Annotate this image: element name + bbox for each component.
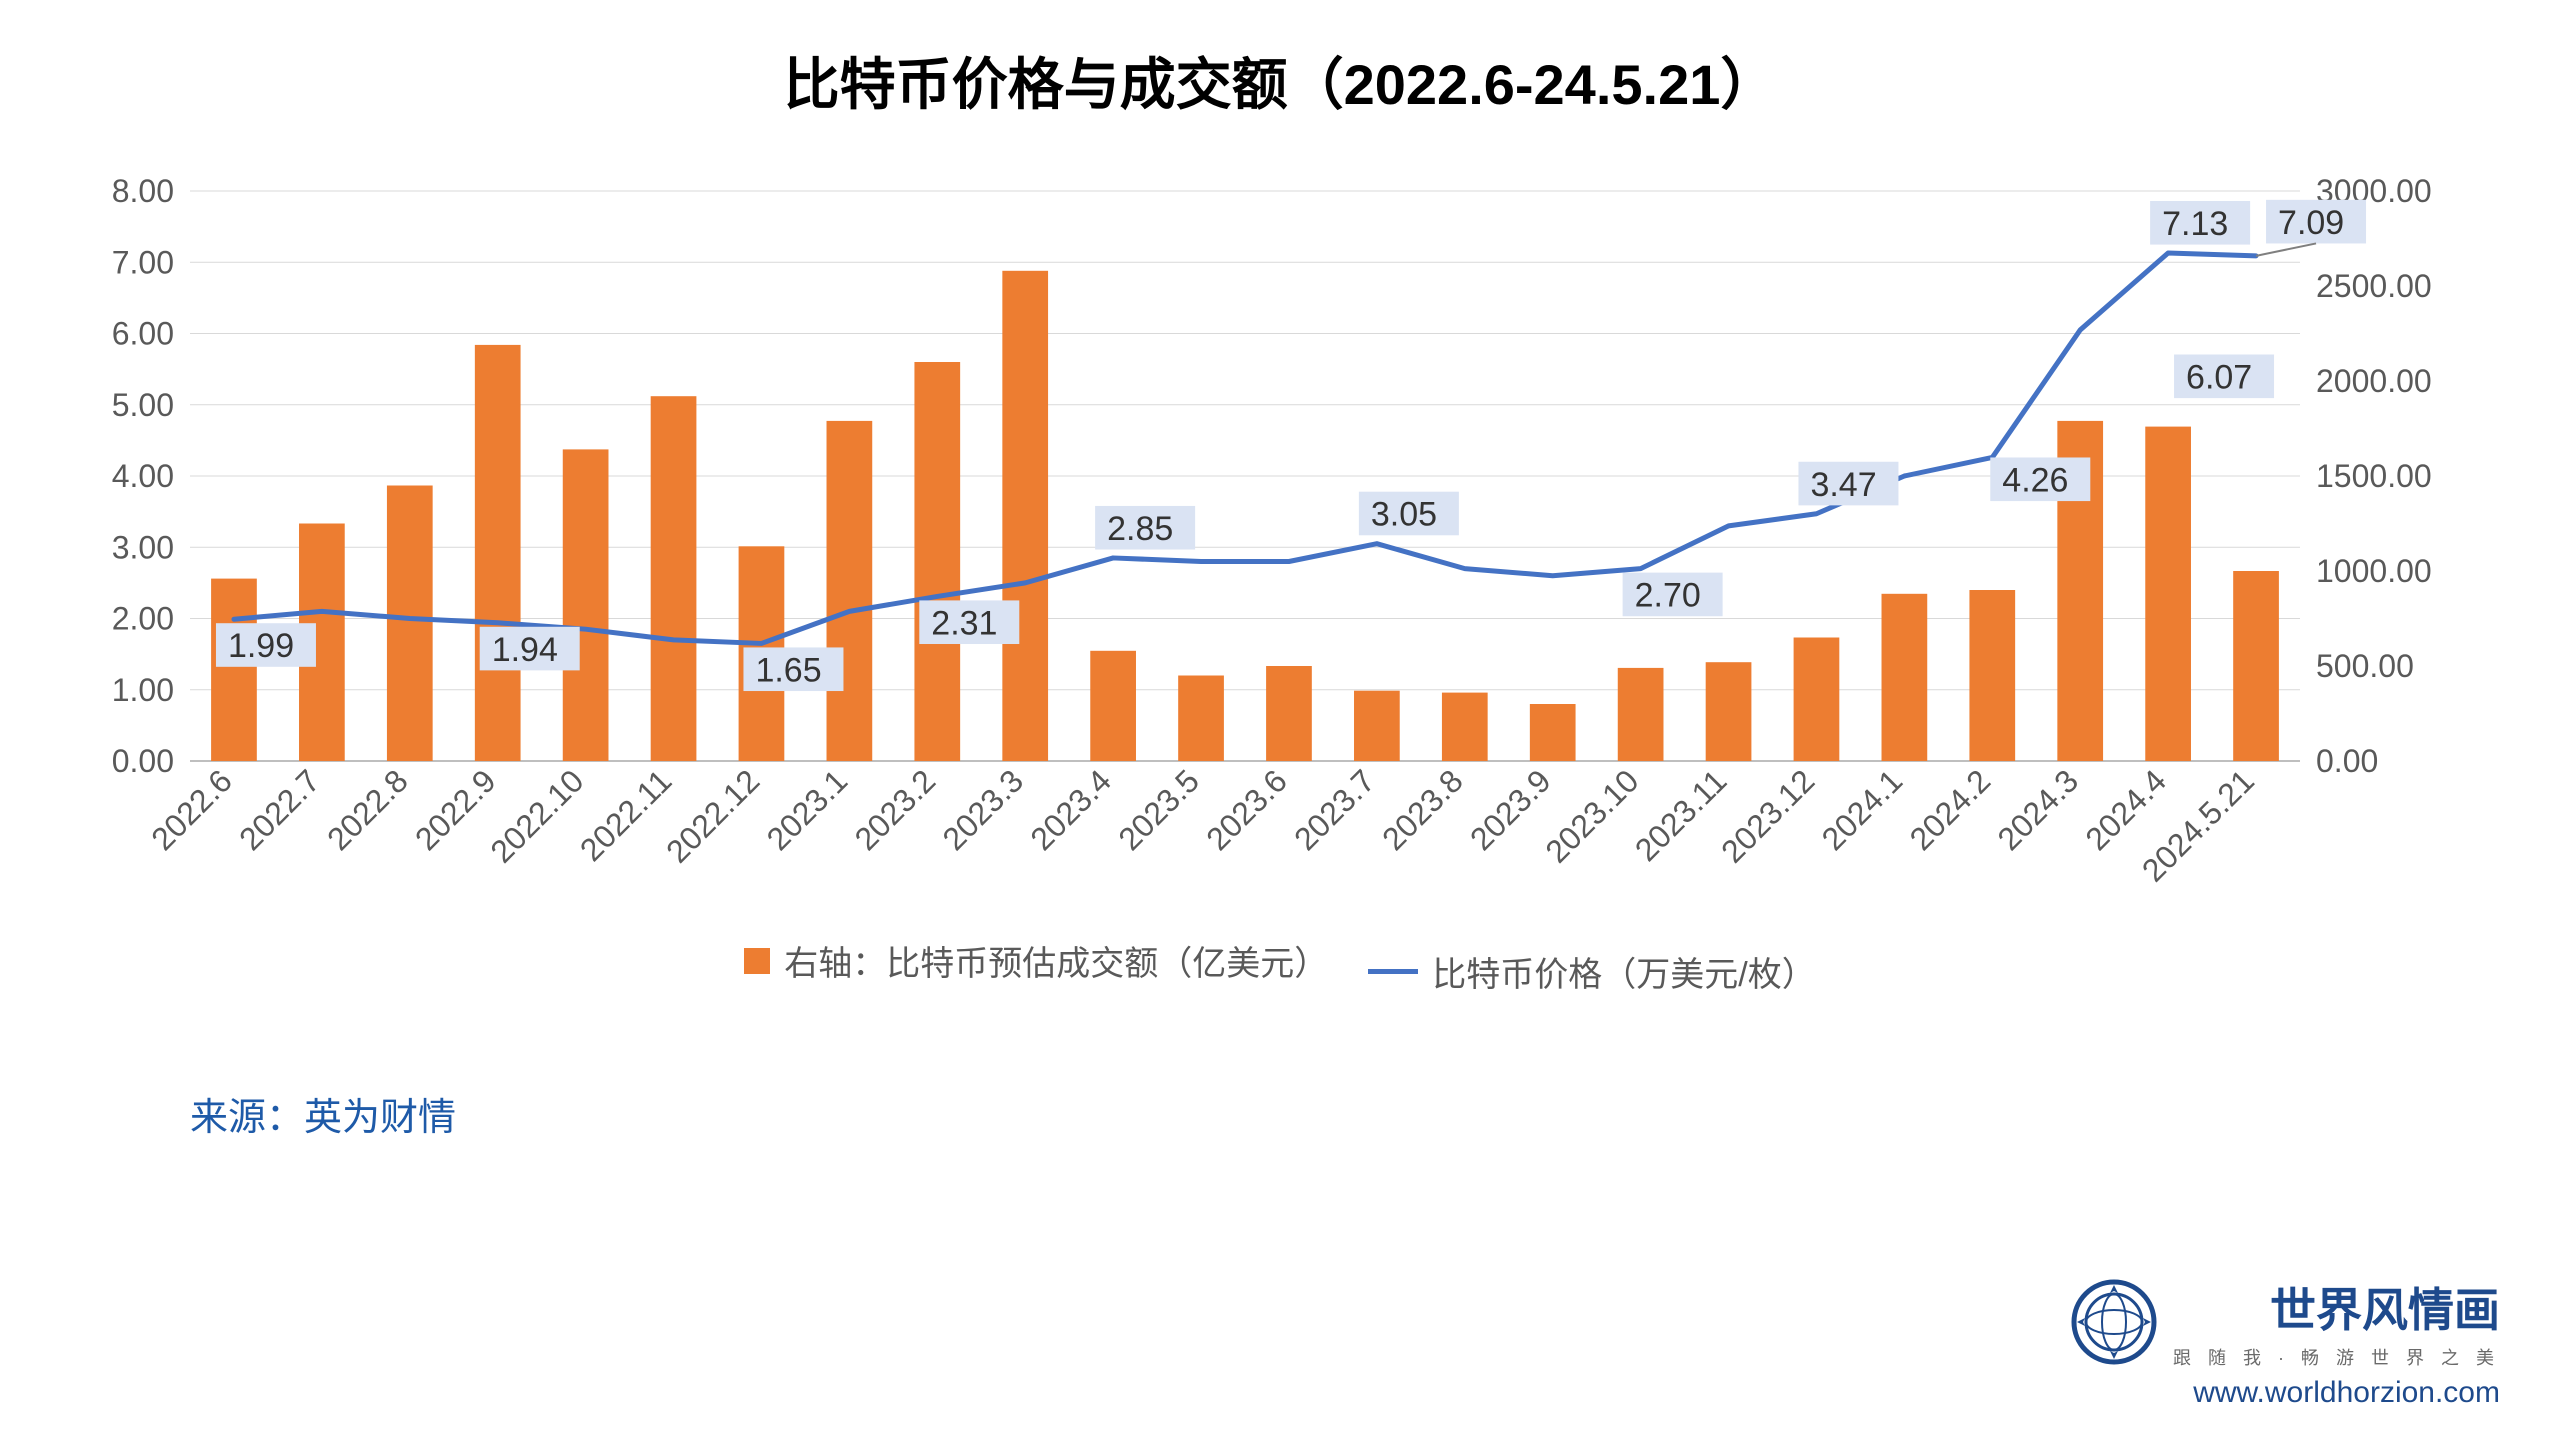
x-tick-label: 2024.3	[1990, 762, 2085, 857]
x-tick-label: 2023.6	[1199, 762, 1294, 857]
x-tick-label: 2023.3	[935, 762, 1030, 857]
brand-logo-icon	[2069, 1277, 2159, 1367]
x-tick-label: 2023.1	[760, 762, 855, 857]
svg-text:1000.00: 1000.00	[2316, 553, 2432, 589]
source-label: 来源：英为财情	[190, 1086, 2560, 1141]
svg-text:2.70: 2.70	[1635, 577, 1701, 615]
x-tick-label: 2024.1	[1815, 762, 1910, 857]
brand-url: www.worldhorzion.com	[2069, 1376, 2500, 1410]
x-tick-label: 2022.12	[659, 762, 766, 869]
svg-text:7.13: 7.13	[2162, 205, 2228, 243]
svg-text:5.00: 5.00	[112, 387, 174, 423]
svg-text:3.00: 3.00	[112, 529, 174, 565]
svg-text:7.09: 7.09	[2278, 204, 2344, 242]
x-tick-label: 2022.11	[573, 762, 679, 868]
svg-text:8.00: 8.00	[112, 173, 174, 209]
x-tick-label: 2023.4	[1023, 762, 1118, 857]
x-tick-label: 2023.12	[1714, 762, 1821, 869]
legend-line: 比特币价格（万美元/枚）	[1368, 947, 1815, 996]
brand-tagline: 跟 随 我 · 畅 游 世 界 之 美	[2173, 1344, 2500, 1370]
svg-text:1.94: 1.94	[492, 631, 558, 669]
x-tick-label: 2023.7	[1287, 762, 1382, 857]
x-tick-label: 2022.7	[232, 762, 327, 857]
brand-footer: 世界风情画 跟 随 我 · 畅 游 世 界 之 美 www.worldhorzi…	[2069, 1274, 2500, 1410]
svg-text:1500.00: 1500.00	[2316, 458, 2432, 494]
legend-bar-label: 右轴：比特币预估成交额（亿美元）	[784, 936, 1328, 985]
svg-text:4.00: 4.00	[112, 458, 174, 494]
chart-legend: 右轴：比特币预估成交额（亿美元） 比特币价格（万美元/枚）	[0, 936, 2560, 996]
svg-text:7.00: 7.00	[112, 244, 174, 280]
svg-text:2500.00: 2500.00	[2316, 268, 2432, 304]
x-tick-label: 2023.5	[1111, 762, 1206, 857]
svg-text:1.65: 1.65	[755, 651, 821, 689]
x-tick-label: 2023.10	[1538, 762, 1645, 869]
legend-bar: 右轴：比特币预估成交额（亿美元）	[744, 936, 1328, 985]
svg-text:3.47: 3.47	[1810, 466, 1876, 504]
svg-text:2.00: 2.00	[112, 601, 174, 637]
x-tick-label: 2023.2	[848, 762, 943, 857]
x-tick-label: 2022.10	[483, 762, 590, 869]
legend-line-label: 比特币价格（万美元/枚）	[1432, 947, 1815, 996]
x-tick-label: 2023.11	[1628, 762, 1734, 868]
svg-text:500.00: 500.00	[2316, 648, 2414, 684]
svg-text:4.26: 4.26	[2002, 461, 2068, 499]
svg-text:3.05: 3.05	[1371, 496, 1437, 534]
x-tick-label: 2022.8	[320, 762, 415, 857]
svg-text:0.00: 0.00	[112, 743, 174, 779]
x-tick-label: 2024.2	[1903, 762, 1998, 857]
x-tick-label: 2023.8	[1375, 762, 1470, 857]
svg-text:6.00: 6.00	[112, 316, 174, 352]
svg-text:0.00: 0.00	[2316, 743, 2378, 779]
svg-text:1.99: 1.99	[228, 627, 294, 665]
chart-area: 0.00 1.00 2.00 3.00 4.00 5.00 6.00 7.00 8.00 0.00…	[70, 161, 2490, 926]
svg-text:2000.00: 2000.00	[2316, 363, 2432, 399]
svg-text:1.00: 1.00	[112, 672, 174, 708]
brand-name: 世界风情画	[2173, 1274, 2500, 1340]
combo-chart-svg: 0.00 1.00 2.00 3.00 4.00 5.00 6.00 7.00 8.00 0.00…	[70, 161, 2490, 921]
svg-text:2.31: 2.31	[931, 604, 997, 642]
chart-title: 比特币价格与成交额（2022.6-24.5.21）	[0, 0, 2560, 121]
svg-text:2.85: 2.85	[1107, 510, 1173, 548]
svg-text:6.07: 6.07	[2186, 359, 2252, 397]
